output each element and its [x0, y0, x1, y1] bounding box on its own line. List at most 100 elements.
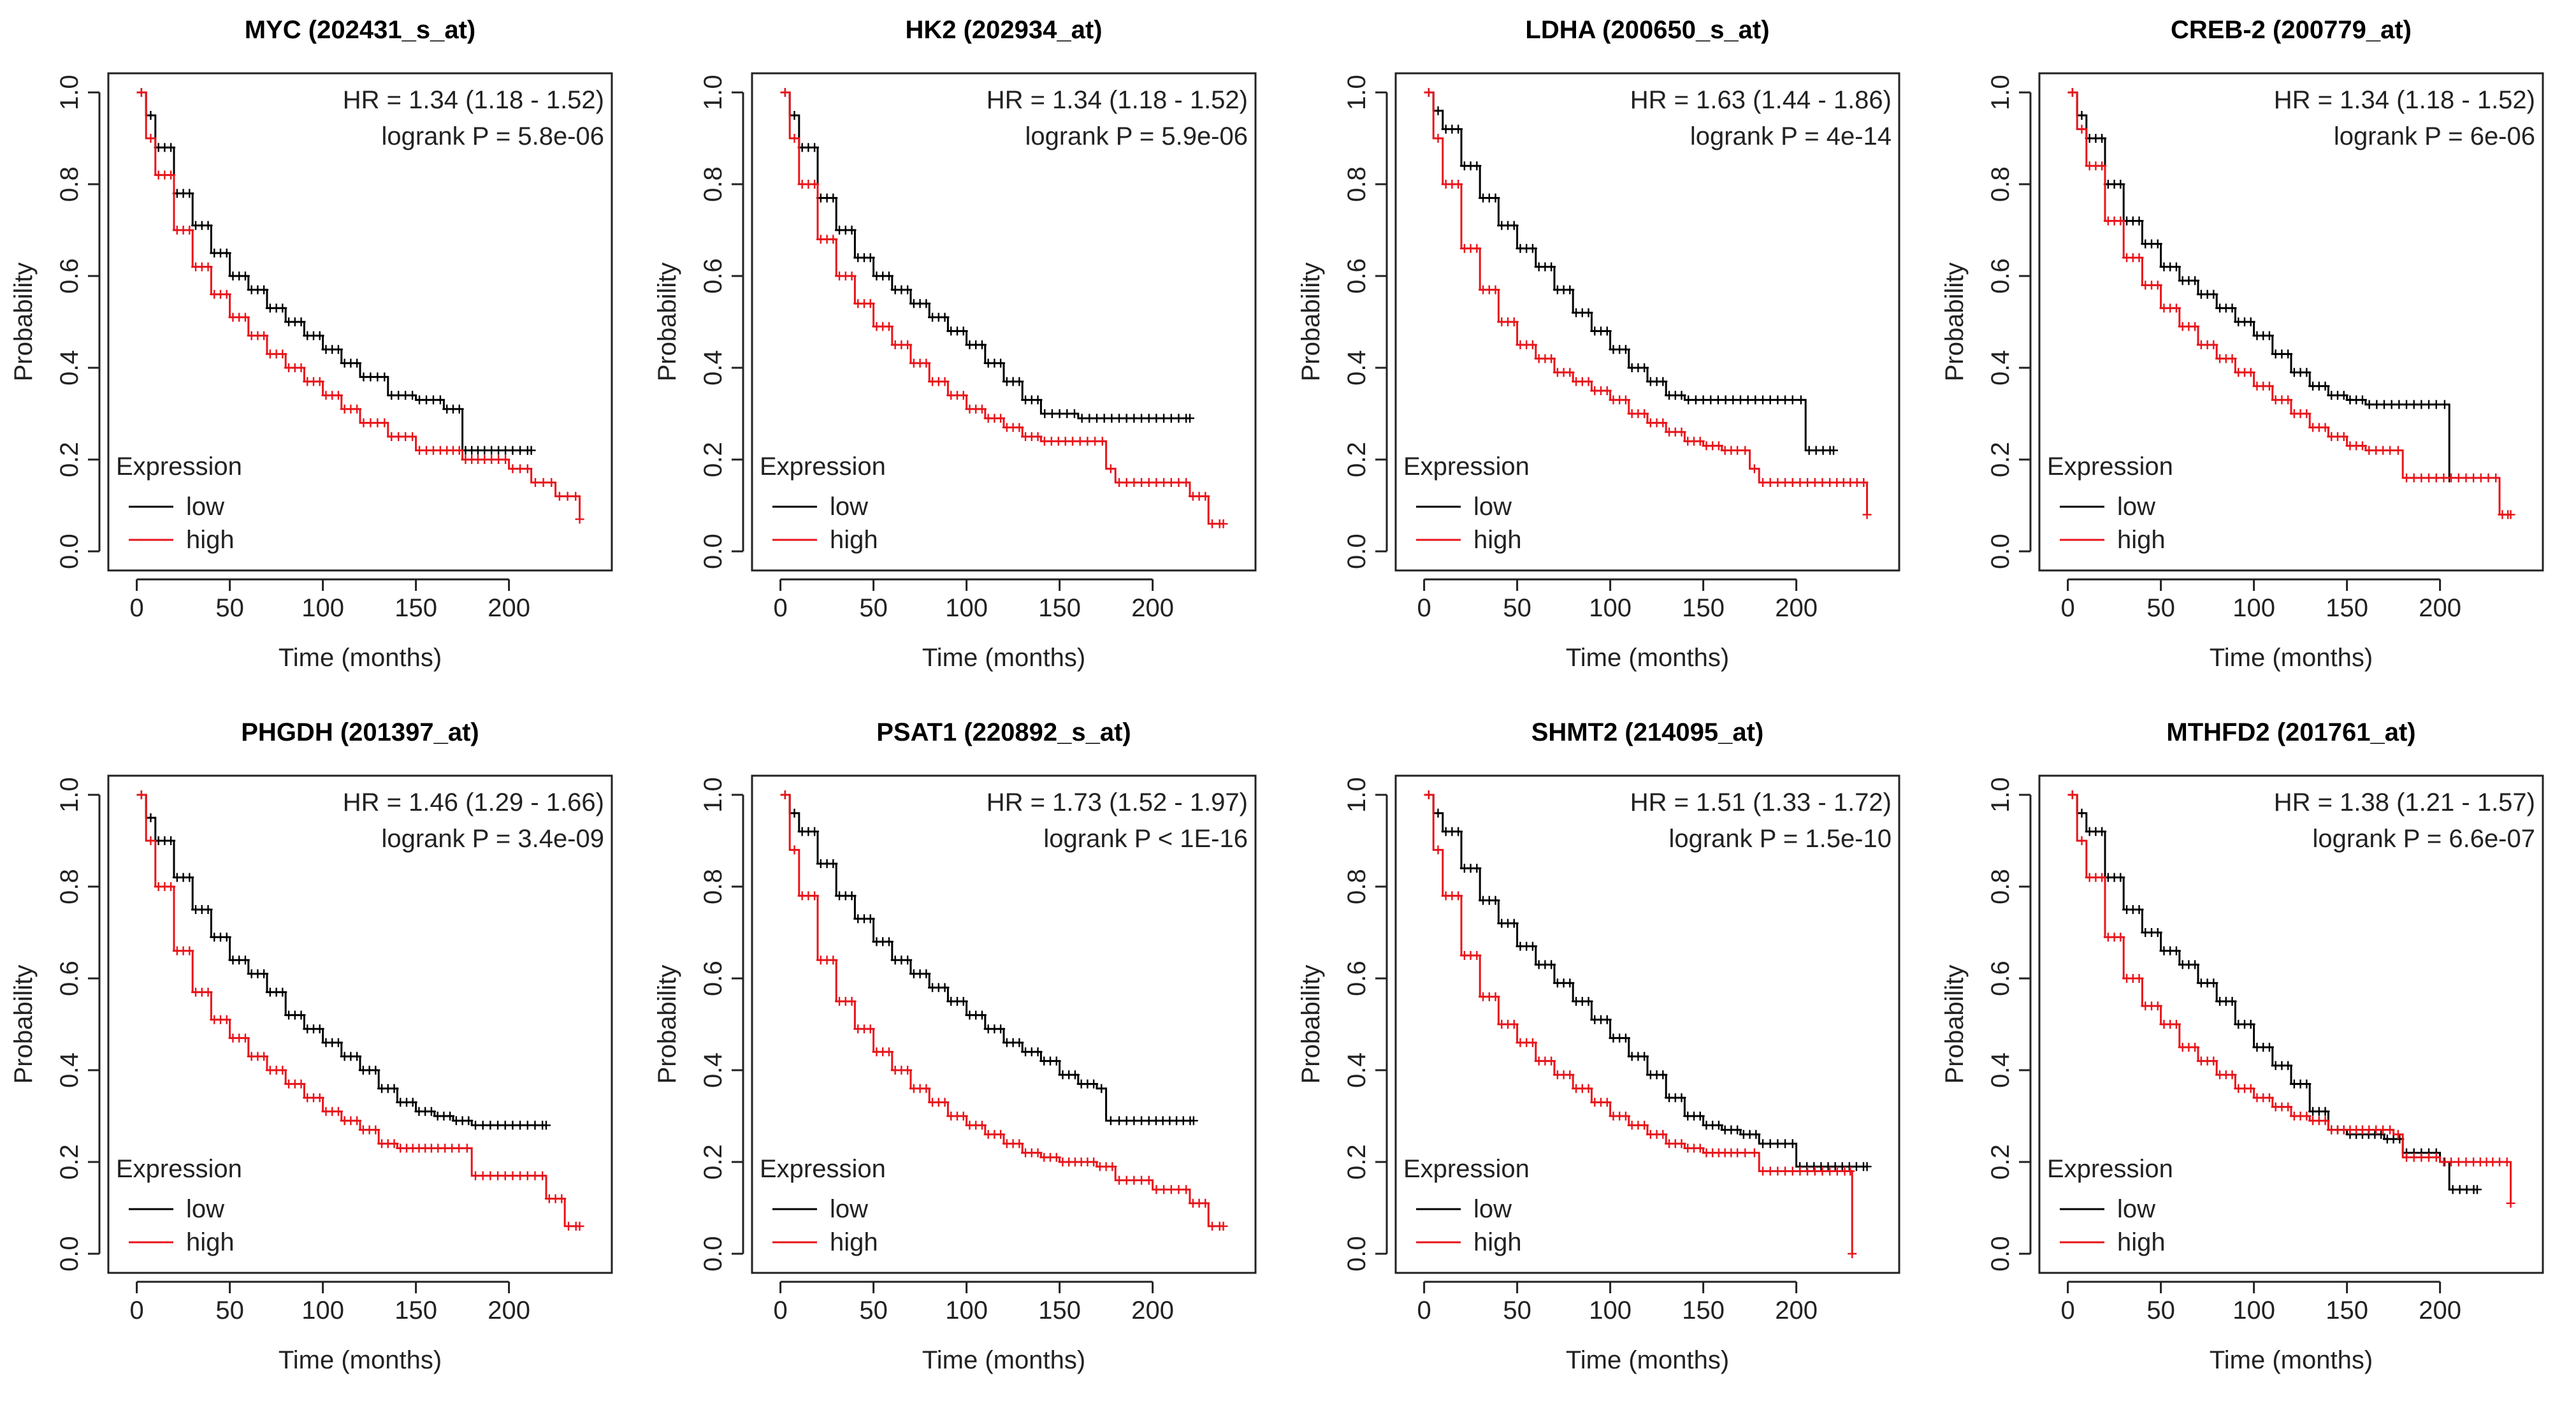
censor-mark	[865, 914, 875, 924]
censor-marks-low	[1424, 790, 1872, 1172]
censor-mark	[571, 491, 581, 501]
censor-mark	[977, 404, 987, 414]
censor-mark	[940, 377, 950, 386]
legend-label-low: low	[2117, 493, 2155, 521]
censor-mark	[1795, 1166, 1805, 1176]
censor-marks-low	[136, 790, 551, 1130]
censor-mark	[1424, 88, 1433, 97]
censor-mark	[1721, 395, 1730, 405]
censor-mark	[1706, 395, 1716, 405]
censor-mark	[2431, 473, 2441, 483]
censor-mark	[166, 882, 176, 891]
y-tick-label: 0.0	[699, 1236, 727, 1272]
censor-mark	[1015, 1139, 1024, 1149]
censor-mark	[563, 491, 572, 501]
censor-mark	[1089, 1079, 1099, 1089]
legend-label-high: high	[2117, 1228, 2166, 1256]
survival-curve-high	[2067, 91, 2511, 516]
censor-mark	[2409, 473, 2419, 483]
censor-mark	[1713, 395, 1723, 405]
censor-mark	[146, 813, 156, 822]
censor-mark	[2134, 253, 2144, 263]
censor-mark	[996, 414, 1006, 423]
x-tick-label: 50	[1503, 1296, 1531, 1325]
censor-mark	[1033, 395, 1043, 405]
censor-mark	[2227, 997, 2237, 1006]
censor-mark	[2171, 946, 2181, 955]
logrank-p-text: logrank P = 5.8e-06	[381, 122, 604, 150]
censor-mark	[1528, 243, 1537, 253]
censor-mark	[903, 955, 913, 965]
x-tick-label: 150	[1038, 1296, 1081, 1325]
censor-mark	[2380, 400, 2389, 409]
censor-mark	[2116, 873, 2125, 882]
censor-mark	[380, 372, 389, 382]
censor-mark	[1565, 368, 1575, 377]
censor-mark	[1189, 1116, 1198, 1126]
censor-mark	[1773, 1139, 1783, 1149]
censor-mark	[2246, 368, 2255, 377]
censor-mark	[1773, 395, 1783, 405]
censor-mark	[2417, 1152, 2426, 1162]
censor-mark	[1765, 1166, 1775, 1176]
legend-title: Expression	[760, 453, 886, 481]
censor-mark	[426, 1107, 436, 1116]
censor-mark	[1740, 446, 1750, 455]
x-tick-label: 200	[1775, 594, 1818, 622]
censor-marks-high	[780, 790, 1228, 1231]
censor-mark	[1829, 446, 1838, 455]
censor-mark	[352, 358, 362, 368]
censor-mark	[780, 790, 790, 799]
legend-label-low: low	[1473, 1195, 1512, 1223]
censor-mark	[884, 272, 894, 280]
censor-mark	[2097, 161, 2107, 171]
censor-mark	[865, 253, 875, 263]
y-tick-label: 0.6	[699, 258, 727, 294]
y-tick-label: 0.6	[1986, 258, 2015, 294]
censor-mark	[884, 937, 894, 947]
censor-marks-high	[1424, 88, 1872, 519]
y-tick-label: 0.2	[55, 1144, 83, 1180]
censor-mark	[486, 1121, 495, 1130]
censor-mark	[478, 1171, 488, 1180]
y-tick-label: 0.8	[1343, 869, 1371, 904]
censor-mark	[2417, 400, 2426, 409]
km-plot-2: HK2 (202934_at) 0 50 100 150 200 Time (months)…	[653, 16, 1257, 672]
plot-title: HK2 (202934_at)	[905, 16, 1102, 44]
censor-mark	[2461, 1158, 2471, 1166]
censor-mark	[1208, 1221, 1217, 1231]
censor-mark	[352, 404, 362, 414]
censor-mark	[2246, 1084, 2255, 1093]
censor-mark	[922, 299, 931, 308]
censor-mark	[1454, 827, 1463, 836]
censor-mark	[1219, 519, 1228, 528]
censor-mark	[547, 478, 556, 487]
censor-mark	[959, 326, 968, 336]
censor-mark	[2153, 239, 2162, 249]
censor-mark	[1015, 423, 1024, 432]
censor-mark	[185, 946, 194, 955]
x-tick-label: 100	[301, 594, 344, 622]
censor-mark	[240, 272, 250, 280]
censor-mark	[315, 1093, 324, 1103]
censor-mark	[166, 143, 176, 152]
legend-label-high: high	[830, 1228, 878, 1256]
censor-mark	[259, 331, 269, 340]
censor-mark	[435, 395, 445, 405]
censor-mark	[2473, 1185, 2482, 1194]
censor-mark	[296, 1079, 306, 1089]
censor-mark	[884, 322, 894, 331]
x-tick-label: 0	[1417, 594, 1431, 622]
y-tick-label: 0.4	[55, 350, 83, 386]
censor-mark	[508, 446, 517, 455]
censor-mark	[2424, 400, 2434, 409]
km-plot-4: CREB-2 (200779_at) 0 50 100 150 200 Time (mont…	[1941, 16, 2544, 672]
censor-mark	[996, 358, 1006, 368]
censor-mark	[278, 987, 287, 997]
y-axis-label: Probability	[10, 263, 38, 382]
censor-mark	[1695, 1143, 1705, 1153]
x-tick-label: 150	[1038, 594, 1081, 622]
km-plot-7: SHMT2 (214095_at) 0 50 100 150 200 Time (month…	[1297, 718, 1900, 1374]
censor-mark	[1810, 478, 1820, 487]
censor-mark	[1584, 997, 1593, 1006]
